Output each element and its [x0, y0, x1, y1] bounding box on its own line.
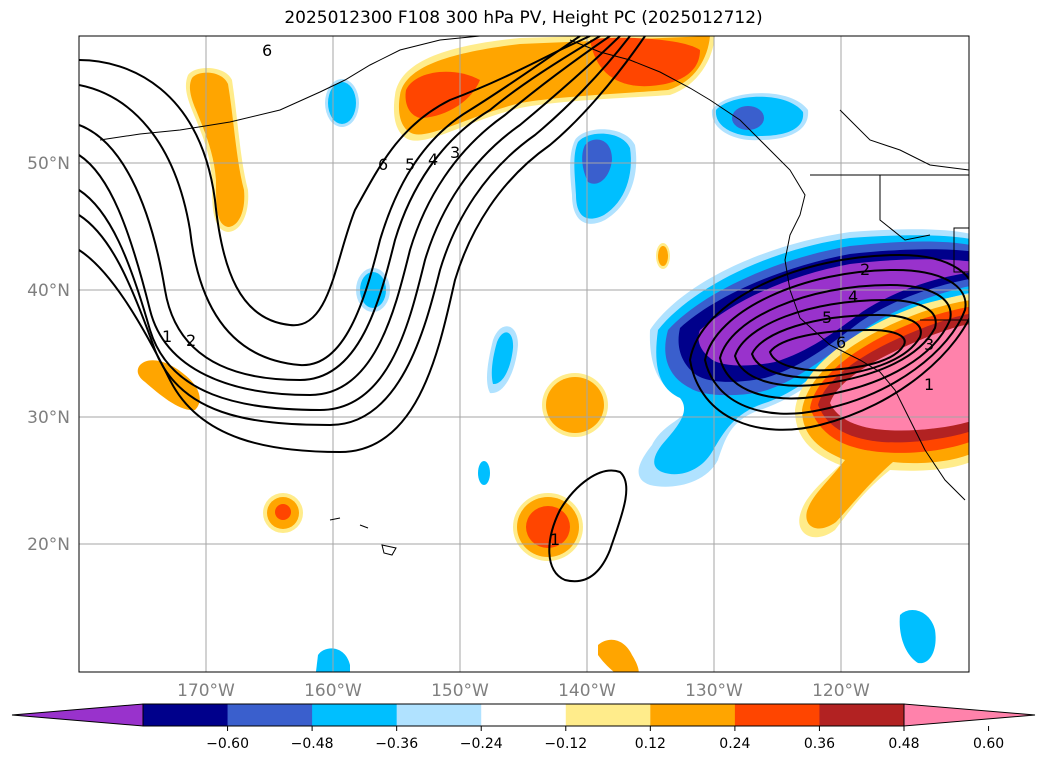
colorbar-segment: [143, 704, 228, 726]
colorbar-segment: [312, 704, 397, 726]
colorbar-tick-label: 0.24: [719, 736, 750, 752]
lon-label-140w: 140°W: [558, 681, 616, 701]
colorbar-tick-label: 0.36: [804, 736, 835, 752]
latitude-labels: 50°N 40°N 30°N 20°N: [27, 154, 70, 555]
colorbar-tick-label: −0.12: [544, 736, 587, 752]
colorbar-segment: [228, 704, 313, 726]
contour-label: 6: [262, 41, 272, 60]
colorbar-segment: [735, 704, 820, 726]
lat-label-20n: 20°N: [27, 535, 70, 555]
colorbar-tick-label: −0.24: [460, 736, 503, 752]
lat-label-50n: 50°N: [27, 154, 70, 174]
contour-label: 1: [162, 327, 172, 346]
contour-label: 1: [550, 530, 560, 549]
contour-label: 4: [848, 287, 858, 306]
lon-label-130w: 130°W: [685, 681, 743, 701]
contour-label: 3: [924, 335, 934, 354]
contour-label: 5: [405, 155, 415, 174]
colorbar-tick-label: 0.12: [635, 736, 666, 752]
contour-label: 1: [924, 375, 934, 394]
colorbar-tick-label: −0.48: [291, 736, 334, 752]
colorbar-segment: [650, 704, 735, 726]
lon-label-170w: 170°W: [177, 681, 235, 701]
contour-label: 5: [822, 308, 832, 327]
colorbar-segment: [397, 704, 482, 726]
lon-label-160w: 160°W: [304, 681, 362, 701]
colorbar-tick-label: 0.60: [973, 736, 1004, 752]
colorbar-segment: [566, 704, 651, 726]
lat-label-40n: 40°N: [27, 281, 70, 301]
lat-label-30n: 30°N: [27, 408, 70, 428]
map-figure: 6 5 4 3 1 2 6 2 4 5 6 3 1 1 50°N 40°N 30…: [0, 0, 1047, 765]
lon-label-150w: 150°W: [431, 681, 489, 701]
colorbar-tick-label: −0.36: [375, 736, 418, 752]
contour-label: 2: [186, 331, 196, 350]
colorbar: −0.60 −0.48 −0.36 −0.24 −0.12 0.12 0.24 0.36 0.4…: [12, 704, 1035, 752]
colorbar-segment: [481, 704, 566, 726]
colorbar-segment: [819, 704, 904, 726]
colorbar-extend-low: [12, 704, 143, 726]
colorbar-extend-high: [904, 704, 1035, 726]
contour-label: 3: [450, 143, 460, 162]
contour-label: 6: [836, 333, 846, 352]
contour-label: 2: [860, 260, 870, 279]
contour-label: 6: [378, 155, 388, 174]
colorbar-tick-label: −0.60: [206, 736, 249, 752]
longitude-labels: 170°W 160°W 150°W 140°W 130°W 120°W: [177, 681, 870, 701]
lon-label-120w: 120°W: [812, 681, 870, 701]
colorbar-tick-label: 0.48: [888, 736, 919, 752]
contour-label: 4: [428, 150, 438, 169]
